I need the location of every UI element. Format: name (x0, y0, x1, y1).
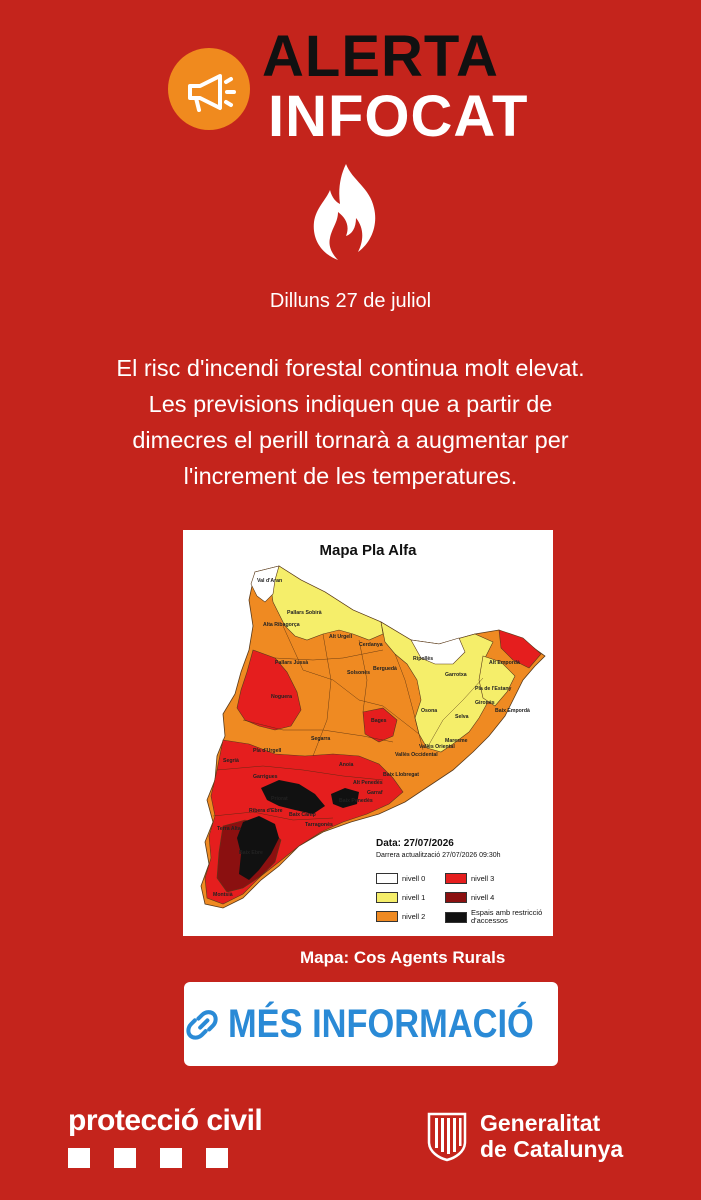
map-label: Ribera d'Ebre (249, 808, 283, 814)
map-region-restricted (331, 788, 359, 808)
map-label: Garrotxa (445, 672, 467, 678)
map-label: Bages (371, 718, 387, 724)
legend-item: Espais amb restricció d'accessos (445, 909, 545, 925)
map-region-level3 (498, 629, 542, 669)
map-label: Baix Camp (289, 812, 316, 818)
legend-item: nivell 3 (445, 873, 494, 884)
map-label: Maresme (445, 738, 468, 744)
message-line: dimecres el perill tornarà a augmentar p… (132, 427, 569, 453)
proteccio-civil-squares (68, 1148, 288, 1168)
map-label: Gironès (475, 700, 495, 706)
alert-date: Dilluns 27 de juliol (269, 290, 432, 312)
map-label: Garrigues (253, 774, 278, 780)
map-label: Montsià (213, 892, 233, 898)
map-label: Alt Penedès (353, 780, 383, 786)
map-label: Segarra (311, 736, 330, 742)
map-label: Ripollès (413, 656, 433, 662)
map-region-restricted (237, 816, 279, 880)
message-line: l'increment de les temperatures. (183, 463, 518, 489)
fire-icon (313, 164, 376, 260)
map-label: Alt Empordà (489, 660, 520, 666)
map-updated: Darrera actualització 27/07/2026 09:30h (376, 852, 501, 859)
map-date: Data: 27/07/2026 (376, 838, 454, 849)
alert-title: ALERTA (262, 24, 499, 89)
map-label: Vallès Oriental (419, 744, 455, 750)
more-info-button[interactable]: MÉS INFORMACIÓ (184, 982, 558, 1066)
map-label: Vallès Occidental (395, 752, 438, 758)
map-region-level3 (362, 707, 398, 743)
map-credit: Mapa: Cos Agents Rurals (300, 948, 506, 967)
map-region-restricted (261, 780, 325, 814)
map-label: Garraf (367, 790, 383, 796)
legend-swatch (376, 873, 398, 884)
catalan-flag-seal-icon (427, 1112, 467, 1162)
map-label: Pallars Jussà (275, 660, 308, 666)
generalitat-logo: Generalitat de Catalunya (425, 1108, 665, 1164)
map-region-level1 (380, 621, 494, 753)
map-label: Berguedà (373, 666, 397, 672)
map-region-level1 (270, 565, 384, 641)
map-label: Selva (455, 714, 469, 720)
map-region-level1 (478, 655, 516, 707)
legend-swatch (376, 911, 398, 922)
map-label: Pallars Sobirà (287, 610, 322, 616)
map-label: Noguera (271, 694, 292, 700)
map-label: Solsonès (347, 670, 370, 676)
alert-message: El risc d'incendi forestal continua molt… (40, 350, 661, 494)
legend-swatch (445, 873, 467, 884)
legend-item: nivell 1 (376, 892, 425, 903)
map-label: Terra Alta (217, 826, 241, 832)
map-label: Cerdanya (359, 642, 383, 648)
map-label: Baix Ebre (239, 850, 263, 856)
map-title: Mapa Pla Alfa (319, 542, 417, 559)
proteccio-civil-text: protecció civil (68, 1104, 263, 1137)
map-label: Tarragonès (305, 822, 333, 828)
more-info-label: MÉS INFORMACIÓ (228, 1001, 534, 1046)
map-label: Baix Empordà (495, 708, 530, 714)
map-region-level0 (410, 637, 466, 665)
map-region-level0 (250, 565, 280, 603)
map-label: Pla de l'Estany (475, 686, 512, 692)
risk-map-card: Val d'Aran Pallars Sobirà Alta Ribagorça… (183, 530, 553, 936)
map-label: Segrià (223, 758, 239, 764)
legend-item: nivell 4 (445, 892, 494, 903)
map-label: Priorat (271, 796, 288, 802)
map-label: Osona (421, 708, 437, 714)
infocat-title: INFOCAT (268, 84, 529, 149)
map-label: Baix Penedès (339, 798, 373, 804)
message-line: Les previsions indiquen que a partir de (148, 391, 553, 417)
map-label: Pla d'Urgell (253, 748, 282, 754)
map-label: Val d'Aran (257, 578, 282, 584)
legend-swatch (376, 892, 398, 903)
message-line: El risc d'incendi forestal continua molt… (116, 355, 585, 381)
legend-item: nivell 0 (376, 873, 425, 884)
map-label: Alta Ribagorça (263, 622, 300, 628)
proteccio-civil-logo: protecció civil (68, 1104, 288, 1168)
link-icon (186, 1010, 218, 1040)
catalonia-risk-map: Val d'Aran Pallars Sobirà Alta Ribagorça… (200, 565, 546, 909)
generalitat-text: Generalitat de Catalunya (480, 1110, 624, 1162)
map-label: Alt Urgell (329, 634, 353, 640)
legend-swatch (445, 892, 467, 903)
legend-swatch (445, 911, 467, 923)
map-label: Anoia (339, 762, 354, 768)
megaphone-icon (168, 48, 250, 130)
map-label: Baix Llobregat (383, 772, 419, 778)
legend-item: nivell 2 (376, 911, 425, 922)
map-region-level3 (236, 649, 302, 731)
